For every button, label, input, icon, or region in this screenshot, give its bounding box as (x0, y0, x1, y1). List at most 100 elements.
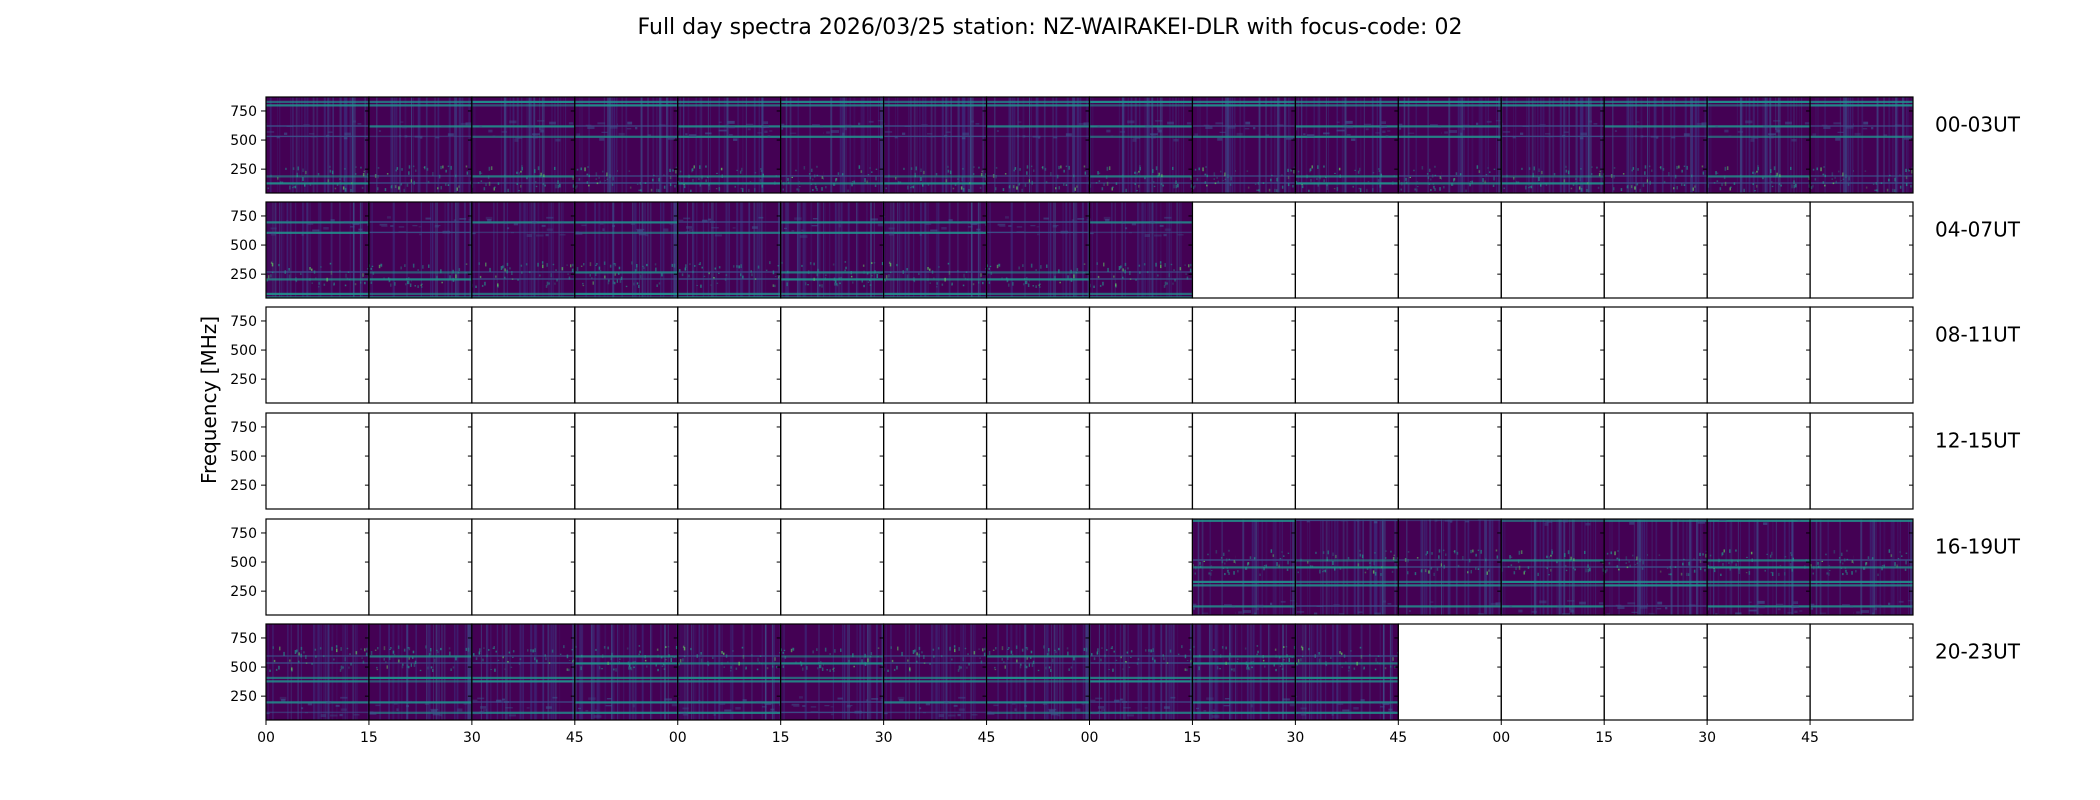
spectrum-panel (1295, 519, 1399, 615)
panel-row: 250 500 750 04-07UT (230, 201, 2021, 299)
spectrum-panel (1707, 97, 1811, 193)
spectrum-panel (266, 97, 369, 193)
spectrum-panel (574, 624, 678, 720)
panel-frame (1809, 306, 1914, 404)
spectrum-panel (1192, 624, 1296, 720)
y-tick-label: 500 (230, 449, 257, 465)
panel-frame (265, 306, 370, 404)
spectrum-panel (883, 202, 987, 298)
x-tick-label: 15 (1595, 730, 1613, 746)
x-tick-label: 45 (566, 730, 584, 746)
panel-row: 250 500 750 16-19UT (230, 518, 2021, 616)
spectrum-panel (986, 202, 1090, 298)
panel-frame (1191, 306, 1296, 404)
spectrum-panel (1604, 97, 1708, 193)
panel-frame (1397, 201, 1502, 299)
panel-frame (1603, 412, 1708, 510)
panel-frame (1294, 412, 1399, 510)
panel-frame (471, 518, 576, 616)
panel-row: 250 500 750 12-15UT (230, 412, 2021, 510)
panel-frame (1397, 412, 1502, 510)
row-label: 12-15UT (1935, 429, 2021, 453)
panel-frame (1809, 518, 1914, 616)
spectrum-panel (368, 97, 472, 193)
x-tick-label: 00 (669, 730, 687, 746)
y-tick-label: 500 (230, 555, 257, 571)
spectrum-panel (883, 97, 987, 193)
panel-frame (1088, 306, 1194, 404)
row-label: 08-11UT (1935, 323, 2021, 347)
spectrum-panel (1192, 97, 1296, 193)
x-tick-label: 15 (360, 730, 378, 746)
spectrum-panel (266, 202, 369, 298)
x-tick-label: 30 (1286, 730, 1304, 746)
spectrum-panel (1089, 624, 1193, 720)
spectrum-panel (677, 97, 781, 193)
panel-frame (1500, 623, 1605, 721)
spectrum-panel (1501, 519, 1605, 615)
spectrum-panel (471, 202, 575, 298)
panel-frame (265, 412, 370, 510)
y-tick-label: 250 (230, 478, 257, 494)
panel-frame (1706, 412, 1811, 510)
panel-frame (1603, 623, 1708, 721)
panel-frame (1706, 306, 1811, 404)
x-tick-label: 30 (1698, 730, 1716, 746)
panel-frame (677, 412, 782, 510)
panel-frame (1294, 306, 1399, 404)
panel-frame (471, 306, 576, 404)
panel-frame (1706, 201, 1811, 299)
panel-frame (677, 518, 782, 616)
x-tick-label: 45 (1389, 730, 1407, 746)
panel-frame (265, 518, 370, 616)
spectrum-panel (1707, 519, 1811, 615)
panel-frame (368, 412, 473, 510)
spectrum-panel (1604, 519, 1708, 615)
panel-frame (1500, 306, 1605, 404)
x-tick-label: 00 (257, 730, 275, 746)
spectrum-panel (883, 624, 987, 720)
panel-frame (1294, 201, 1399, 299)
y-axis-label: Frequency [MHz] (197, 316, 221, 484)
spectrum-panel (1810, 97, 1913, 193)
panel-frame (574, 306, 679, 404)
spectrum-panel (780, 624, 884, 720)
x-tick-label: 30 (463, 730, 481, 746)
y-tick-label: 500 (230, 238, 257, 254)
y-tick-label: 250 (230, 162, 257, 178)
spectrum-panel (1295, 624, 1399, 720)
spectrum-panel (368, 202, 472, 298)
x-tick-label: 00 (1081, 730, 1099, 746)
row-label: 20-23UT (1935, 640, 2021, 664)
x-tick-label: 30 (875, 730, 893, 746)
y-tick-label: 750 (230, 104, 257, 120)
spectrum-panel (471, 97, 575, 193)
panel-rows: 250 500 750 00-03UT 250 500 750 04-07UT 250 500 75… (230, 96, 2021, 721)
panel-frame (780, 306, 885, 404)
x-tick-label: 00 (1492, 730, 1510, 746)
panel-frame (1603, 306, 1708, 404)
spectrum-panel (677, 624, 781, 720)
panel-row: 250 500 750 00-03UT (230, 96, 2021, 194)
panel-frame (985, 518, 1091, 616)
y-tick-label: 500 (230, 343, 257, 359)
chart-title: Full day spectra 2026/03/25 station: NZ-… (638, 15, 1463, 40)
spectrum-panel (1089, 97, 1193, 193)
panel-frame (780, 518, 885, 616)
panel-frame (1809, 623, 1914, 721)
panel-frame (985, 306, 1091, 404)
spectrum-panel (1398, 519, 1502, 615)
row-label: 16-19UT (1935, 535, 2021, 559)
x-axis: 00 15 30 45 00 15 30 45 00 15 30 45 00 15 30 45 (257, 720, 1819, 746)
x-tick-label: 15 (772, 730, 790, 746)
panel-frame (883, 412, 988, 510)
spectrum-panel (266, 624, 369, 720)
spectrum-panel (1501, 97, 1605, 193)
panel-frame (1397, 306, 1502, 404)
panel-frame (985, 412, 1091, 510)
y-tick-label: 500 (230, 133, 257, 149)
panel-frame (368, 518, 473, 616)
panel-frame (1397, 623, 1502, 721)
spectrum-panel (1192, 519, 1296, 615)
